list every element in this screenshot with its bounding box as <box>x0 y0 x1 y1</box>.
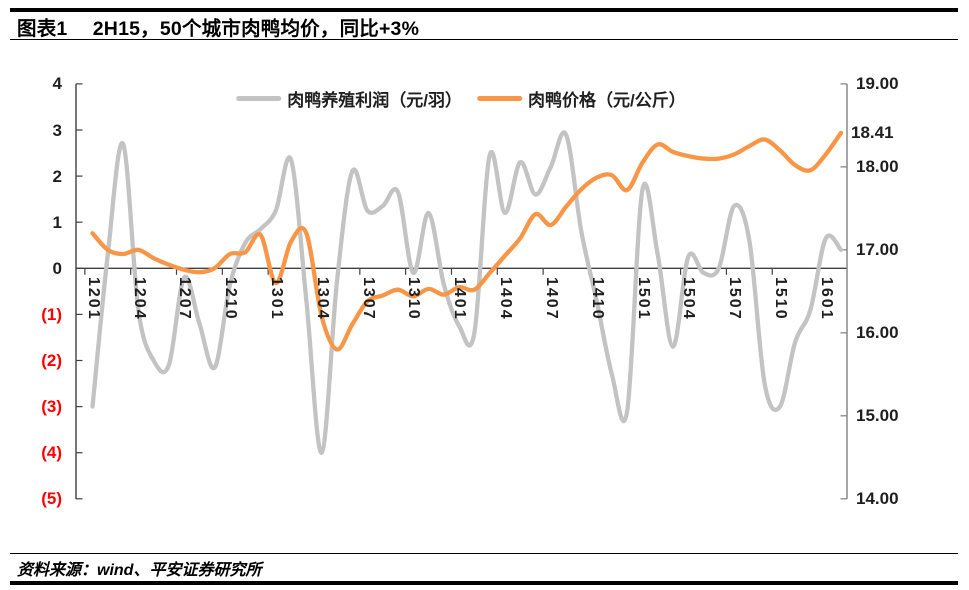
legend-label-profit: 肉鸭养殖利润（元/羽） <box>287 91 462 110</box>
left-axis-label: (2) <box>41 351 62 370</box>
left-axis-label: (1) <box>41 304 62 324</box>
left-axis-label: (3) <box>41 397 62 417</box>
left-axis-label: (4) <box>41 443 62 463</box>
right-axis-label: 18.00 <box>856 157 899 177</box>
x-axis-label: 1504 <box>680 277 698 321</box>
right-axis-label: 14.00 <box>856 489 899 509</box>
x-axis-label: 1507 <box>726 277 744 321</box>
bottom-border-rule <box>10 581 958 585</box>
x-axis-label: 1307 <box>359 277 377 321</box>
right-axis-label: 16.00 <box>856 323 899 343</box>
x-axis-label: 1401 <box>451 277 469 321</box>
legend-swatch-profit-line <box>236 96 282 101</box>
x-axis-label: 1201 <box>84 277 102 321</box>
profit-line-series <box>90 130 844 455</box>
x-axis-label: 1510 <box>772 277 790 321</box>
left-axis-label: 0 <box>52 258 62 278</box>
left-axis-label: (5) <box>41 489 62 509</box>
x-axis-label: 1204 <box>130 277 148 321</box>
legend-item-profit: 肉鸭养殖利润（元/羽） <box>236 86 462 111</box>
x-axis-label: 1501 <box>634 277 652 321</box>
x-axis-label: 1407 <box>542 277 560 321</box>
right-axis-label: 15.00 <box>856 406 899 426</box>
right-axis-label: 17.00 <box>856 240 899 260</box>
last-value-label: 18.41 <box>851 123 894 143</box>
left-axis-label: 2 <box>52 166 62 186</box>
x-axis-label: 1410 <box>588 277 606 321</box>
x-axis-label: 1301 <box>268 277 285 321</box>
x-axis-label: 1310 <box>405 277 423 321</box>
source-top-rule <box>10 553 958 555</box>
right-axis-label: 19.00 <box>856 74 899 94</box>
x-axis-label: 1207 <box>176 277 194 321</box>
chart-legend: 肉鸭养殖利润（元/羽） 肉鸭价格（元/公斤） <box>236 86 686 111</box>
x-axis-label: 1210 <box>222 277 240 321</box>
price-line-series <box>90 130 844 352</box>
left-axis-label: 1 <box>52 212 62 232</box>
legend-swatch-price-line <box>477 96 522 101</box>
source-note: 资料来源：wind、平安证券研究所 <box>17 562 262 579</box>
x-axis-label: 1404 <box>497 277 515 321</box>
legend-label-price: 肉鸭价格（元/公斤） <box>528 91 686 110</box>
left-axis-label: 3 <box>52 120 62 140</box>
x-axis-label: 1601 <box>817 277 835 321</box>
x-axis-label: 1304 <box>313 277 331 321</box>
top-border-rule <box>10 8 958 12</box>
chart-title: 图表1 2H15，50个城市肉鸭均价，同比+3% <box>17 18 420 40</box>
left-axis-label: 4 <box>52 74 62 94</box>
title-underline-rule <box>10 39 958 41</box>
legend-item-price: 肉鸭价格（元/公斤） <box>477 86 686 111</box>
